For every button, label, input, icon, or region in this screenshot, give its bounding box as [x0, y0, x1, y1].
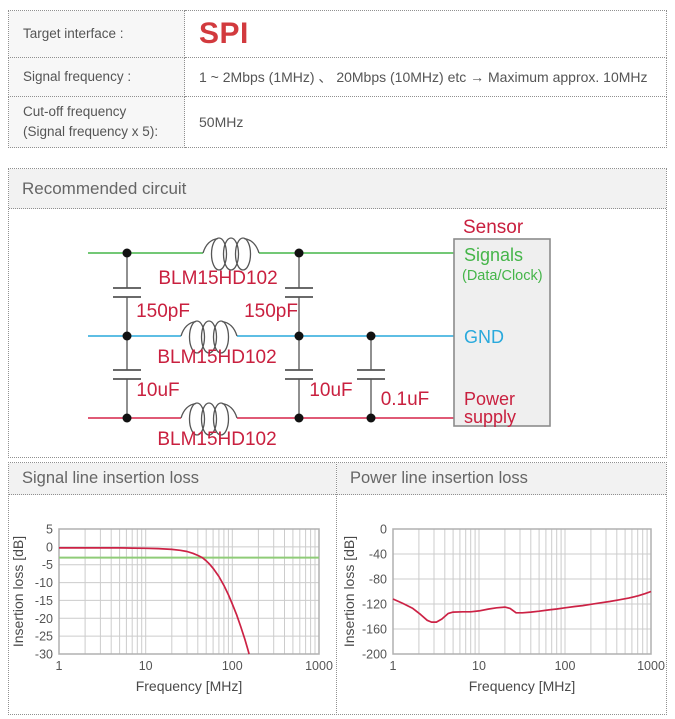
- capacitor-label: 150pF: [244, 301, 298, 322]
- svg-text:100: 100: [555, 659, 576, 673]
- svg-text:0: 0: [380, 523, 387, 537]
- insertion-loss-charts: Signal line insertion loss 5 0 -5 -10 -15 -20…: [8, 462, 667, 715]
- junction-dot: [366, 331, 376, 341]
- svg-text:-15: -15: [35, 594, 53, 608]
- junction-dot: [122, 413, 132, 423]
- table-row: Target interface : SPI: [8, 10, 667, 58]
- capacitor-symbol: [113, 336, 141, 418]
- spec-label: Target interface :: [8, 10, 185, 58]
- junction-dot: [294, 413, 304, 423]
- svg-text:1000: 1000: [637, 659, 665, 673]
- svg-text:-80: -80: [369, 573, 387, 587]
- capacitor-label: 150pF: [136, 301, 190, 322]
- application-note-page: Target interface : SPI Signal frequency …: [8, 10, 667, 715]
- svg-text:-25: -25: [35, 630, 53, 644]
- interface-name: SPI: [199, 17, 249, 50]
- svg-text:Frequency [MHz]: Frequency [MHz]: [469, 678, 576, 694]
- svg-text:-30: -30: [35, 648, 53, 662]
- circuit-diagram-area: BLM15HD102 150pF 150pF BLM15HD102 10uF 1…: [9, 209, 666, 457]
- ferrite-label: BLM15HD102: [158, 268, 277, 289]
- capacitor-label: 10uF: [136, 380, 179, 401]
- sensor-box: [453, 238, 551, 427]
- spec-value-target-interface: SPI: [184, 10, 667, 58]
- ferrite-label: BLM15HD102: [157, 347, 276, 368]
- sensor-signals-label: Signals: [464, 245, 523, 265]
- svg-text:10: 10: [139, 659, 153, 673]
- recommended-circuit-section: Recommended circuit: [8, 168, 667, 458]
- svg-text:-20: -20: [35, 612, 53, 626]
- ferrite-label: BLM15HD102: [157, 429, 276, 450]
- spec-label: Signal frequency :: [8, 57, 185, 97]
- section-title: Recommended circuit: [9, 169, 666, 209]
- ferrite-bead-symbol: [202, 237, 260, 271]
- svg-text:1000: 1000: [305, 659, 333, 673]
- spec-value-cutoff-frequency: 50MHz: [184, 96, 667, 148]
- svg-text:-120: -120: [362, 598, 387, 612]
- circuit-diagram: BLM15HD102 150pF 150pF BLM15HD102 10uF 1…: [88, 217, 551, 450]
- svg-text:10: 10: [472, 659, 486, 673]
- sensor-title: Sensor: [463, 217, 524, 238]
- chart-title: Power line insertion loss: [337, 463, 666, 495]
- ferrite-bead-symbol: [180, 320, 238, 354]
- svg-text:1: 1: [56, 659, 63, 673]
- svg-text:100: 100: [222, 659, 243, 673]
- sensor-power-label: Power: [464, 389, 515, 409]
- table-row: Cut-off frequency (Signal frequency x 5)…: [8, 96, 667, 148]
- signal-loss-panel: Signal line insertion loss 5 0 -5 -10 -15 -20…: [8, 462, 337, 715]
- capacitor-symbol: [113, 253, 141, 336]
- spec-label: Cut-off frequency (Signal frequency x 5)…: [8, 96, 185, 148]
- capacitor-label: 0.1uF: [381, 389, 430, 410]
- junction-dot: [366, 413, 376, 423]
- spec-value-signal-frequency: 1 ~ 2Mbps (1MHz) 、 20Mbps (10MHz) etc → …: [184, 57, 667, 97]
- sensor-power-label: supply: [464, 407, 516, 427]
- svg-text:0: 0: [46, 540, 53, 554]
- capacitor-symbol: [357, 336, 385, 418]
- svg-text:-40: -40: [369, 548, 387, 562]
- capacitor-label: 10uF: [309, 380, 352, 401]
- svg-text:Insertion loss [dB]: Insertion loss [dB]: [341, 536, 357, 647]
- svg-text:-10: -10: [35, 576, 53, 590]
- svg-text:-160: -160: [362, 623, 387, 637]
- junction-dot: [294, 331, 304, 341]
- svg-text:Insertion loss [dB]: Insertion loss [dB]: [10, 536, 26, 647]
- svg-text:5: 5: [46, 523, 53, 537]
- ferrite-bead-symbol: [180, 402, 238, 436]
- junction-dot: [122, 331, 132, 341]
- spec-table: Target interface : SPI Signal frequency …: [8, 10, 667, 148]
- signal-insertion-loss-chart: 5 0 -5 -10 -15 -20 -25 -301 10 100 1000 Frequency […: [10, 523, 333, 695]
- sensor-signals-sublabel: (Data/Clock): [462, 268, 543, 284]
- svg-text:-200: -200: [362, 648, 387, 662]
- power-loss-panel: Power line insertion loss 0 -40 -80 -120 -16…: [336, 462, 667, 715]
- sensor-gnd-label: GND: [464, 327, 504, 347]
- capacitor-symbol: [285, 253, 313, 336]
- junction-dot: [122, 248, 132, 258]
- svg-text:-5: -5: [42, 558, 53, 572]
- svg-text:1: 1: [390, 659, 397, 673]
- table-row: Signal frequency : 1 ~ 2Mbps (1MHz) 、 20…: [8, 57, 667, 97]
- svg-text:Frequency [MHz]: Frequency [MHz]: [136, 678, 243, 694]
- chart-title: Signal line insertion loss: [9, 463, 336, 495]
- junction-dot: [294, 248, 304, 258]
- capacitor-symbol: [285, 336, 313, 418]
